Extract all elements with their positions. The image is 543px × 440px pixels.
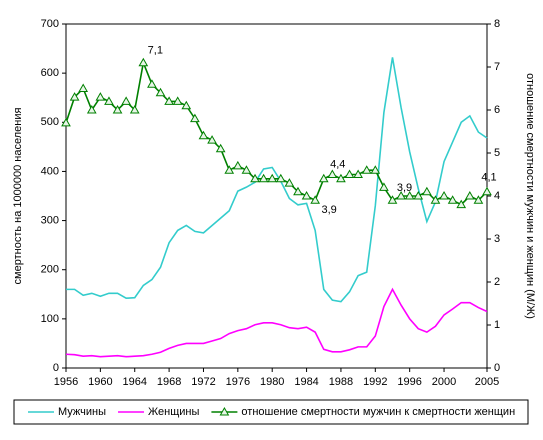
x-tick-label: 1976 bbox=[226, 376, 250, 388]
point-marker bbox=[112, 104, 123, 114]
point-marker bbox=[387, 195, 398, 204]
point-marker bbox=[447, 195, 458, 204]
x-tick-label: 2000 bbox=[432, 376, 456, 388]
y-axis-title: смертность на 1000000 населения bbox=[12, 108, 24, 285]
point-marker bbox=[129, 104, 140, 114]
point-marker bbox=[241, 165, 252, 174]
series-line bbox=[66, 57, 488, 303]
point-marker bbox=[370, 165, 381, 174]
point-marker bbox=[232, 160, 243, 170]
x-tick-label: 1964 bbox=[122, 376, 146, 388]
point-marker bbox=[379, 182, 389, 191]
legend-label: отношение смертности мужчин к смертности… bbox=[241, 406, 515, 418]
point-marker bbox=[482, 186, 492, 196]
series-line bbox=[65, 59, 488, 206]
point-marker bbox=[464, 190, 475, 200]
y-tick-label: 500 bbox=[41, 116, 59, 128]
point-marker bbox=[121, 96, 132, 105]
point-marker bbox=[430, 195, 441, 204]
x-tick-label: 1980 bbox=[260, 376, 284, 388]
point-marker bbox=[78, 83, 89, 92]
point-marker bbox=[284, 178, 295, 187]
x-tick-label: 2005 bbox=[475, 376, 499, 388]
point-marker bbox=[95, 92, 106, 101]
point-marker bbox=[164, 96, 174, 105]
value-label: 4,1 bbox=[481, 172, 496, 184]
series-line bbox=[65, 287, 488, 358]
point-marker bbox=[155, 87, 166, 97]
x-tick-label: 1960 bbox=[88, 376, 112, 388]
point-marker bbox=[275, 173, 286, 183]
point-marker bbox=[473, 195, 484, 204]
point-marker bbox=[439, 190, 449, 200]
value-label: 3,9 bbox=[322, 204, 337, 216]
y2-tick-label: 0 bbox=[494, 362, 500, 374]
point-marker bbox=[301, 190, 312, 200]
y-tick-label: 400 bbox=[41, 165, 59, 177]
y-tick-label: 0 bbox=[53, 362, 59, 374]
y-tick-label: 200 bbox=[41, 264, 59, 276]
point-marker bbox=[421, 186, 432, 196]
point-marker bbox=[69, 92, 80, 101]
point-marker bbox=[361, 165, 372, 174]
y2-tick-label: 4 bbox=[494, 190, 500, 202]
point-marker bbox=[86, 104, 97, 114]
x-tick-label: 1972 bbox=[191, 376, 215, 388]
y-tick-label: 300 bbox=[41, 214, 59, 226]
plot-frame bbox=[65, 23, 488, 369]
point-marker bbox=[327, 169, 338, 178]
y-tick-label: 100 bbox=[41, 313, 59, 325]
legend-label: Мужчины bbox=[58, 406, 106, 418]
point-marker bbox=[310, 195, 321, 204]
legend-box bbox=[13, 399, 529, 425]
legend-marker bbox=[219, 406, 230, 416]
point-marker bbox=[207, 135, 217, 144]
point-marker bbox=[104, 96, 114, 105]
y2-tick-label: 1 bbox=[494, 319, 500, 331]
value-label: 3,9 bbox=[397, 182, 412, 194]
legend-label: Женщины bbox=[148, 406, 199, 418]
y2-axis-title: отношение смертности мужчин и женщин (М/… bbox=[524, 73, 536, 319]
y2-tick-label: 6 bbox=[494, 104, 500, 116]
point-marker bbox=[404, 190, 415, 200]
y-tick-label: 600 bbox=[41, 67, 59, 79]
value-label: 7,1 bbox=[148, 45, 163, 57]
y2-tick-label: 7 bbox=[494, 61, 500, 73]
y2-tick-label: 3 bbox=[494, 233, 500, 245]
point-marker bbox=[318, 173, 329, 183]
point-marker bbox=[172, 96, 183, 105]
point-marker bbox=[344, 169, 355, 178]
value-label: 4,4 bbox=[330, 159, 345, 171]
x-tick-label: 1996 bbox=[397, 376, 421, 388]
point-marker bbox=[396, 190, 406, 200]
point-marker bbox=[147, 79, 157, 88]
point-marker bbox=[293, 186, 303, 196]
point-marker bbox=[138, 57, 149, 67]
point-marker bbox=[61, 117, 71, 127]
point-marker bbox=[353, 169, 363, 178]
point-marker bbox=[413, 190, 424, 200]
y2-tick-label: 5 bbox=[494, 147, 500, 159]
x-tick-label: 1988 bbox=[329, 376, 353, 388]
y-tick-label: 700 bbox=[41, 18, 59, 30]
point-marker bbox=[258, 173, 269, 183]
point-marker bbox=[250, 173, 260, 183]
x-tick-label: 1956 bbox=[54, 376, 78, 388]
point-marker bbox=[190, 113, 200, 123]
y2-tick-label: 8 bbox=[494, 18, 500, 30]
point-marker bbox=[456, 199, 467, 209]
point-marker bbox=[198, 130, 209, 140]
x-tick-label: 1984 bbox=[294, 376, 318, 388]
x-tick-label: 1992 bbox=[363, 376, 387, 388]
x-tick-label: 1968 bbox=[157, 376, 181, 388]
point-marker bbox=[181, 100, 192, 110]
point-marker bbox=[224, 165, 235, 174]
point-marker bbox=[336, 173, 346, 183]
point-marker bbox=[267, 173, 278, 183]
point-marker bbox=[215, 143, 226, 153]
y2-tick-label: 2 bbox=[494, 276, 500, 288]
